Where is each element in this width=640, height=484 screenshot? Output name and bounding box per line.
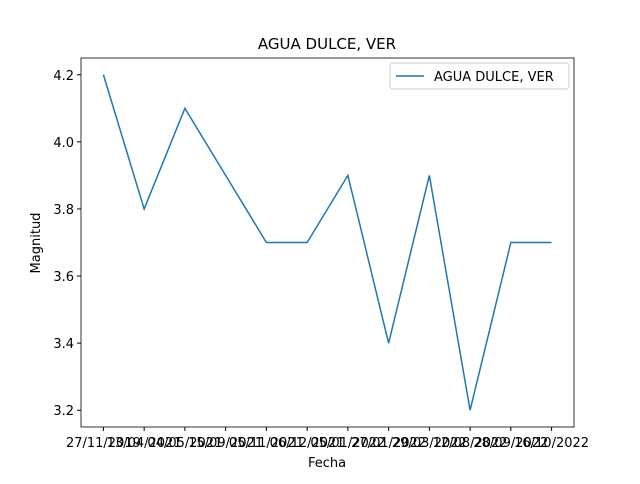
x-tick-label: 05/11/2021 xyxy=(229,436,304,451)
chart-title: AGUA DULCE, VER xyxy=(258,35,396,53)
x-axis-label: Fecha xyxy=(308,456,346,471)
legend-box xyxy=(389,62,570,90)
line-series xyxy=(102,74,552,411)
x-tick-label: 13/04/2021 xyxy=(107,436,182,451)
x-tick-label: 27/11/2019 xyxy=(66,436,141,451)
y-tick-label: 3.2 xyxy=(53,404,74,419)
x-tick-label: 12/08/2022 xyxy=(433,436,508,451)
x-tick-label: 29/03/2022 xyxy=(392,436,467,451)
x-tick-label: 28/09/2022 xyxy=(473,436,548,451)
y-tick-label: 4.0 xyxy=(53,136,74,151)
legend-label: AGUA DULCE, VER xyxy=(434,70,554,85)
plot-frame xyxy=(80,57,575,428)
x-tick-label: 15/09/2021 xyxy=(188,436,263,451)
x-tick-label: 06/12/2021 xyxy=(270,436,345,451)
x-tick-label: 04/05/2021 xyxy=(147,436,222,451)
x-tick-label: 27/01/2022 xyxy=(351,436,426,451)
y-tick-label: 3.6 xyxy=(53,270,74,285)
y-tick-label: 3.4 xyxy=(53,337,74,352)
y-tick-label: 4.2 xyxy=(53,69,74,84)
x-tick-label: 05/01/2022 xyxy=(310,436,385,451)
y-tick-label: 3.8 xyxy=(53,203,74,218)
y-axis-label: Magnitud xyxy=(29,213,44,274)
x-tick-label: 16/10/2022 xyxy=(514,436,589,451)
